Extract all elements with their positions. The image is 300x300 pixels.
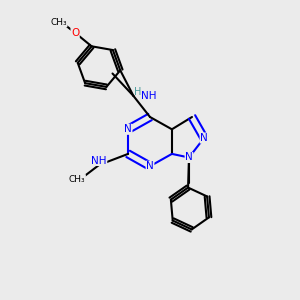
Text: N: N xyxy=(124,124,132,134)
Text: CH₃: CH₃ xyxy=(50,18,67,27)
Text: N: N xyxy=(146,161,154,171)
Text: NH: NH xyxy=(91,155,107,166)
Text: N: N xyxy=(200,133,208,143)
Text: CH₃: CH₃ xyxy=(69,175,86,184)
Text: NH: NH xyxy=(141,91,157,101)
Text: N: N xyxy=(185,152,193,163)
Text: H: H xyxy=(134,87,142,97)
Text: O: O xyxy=(71,28,79,38)
